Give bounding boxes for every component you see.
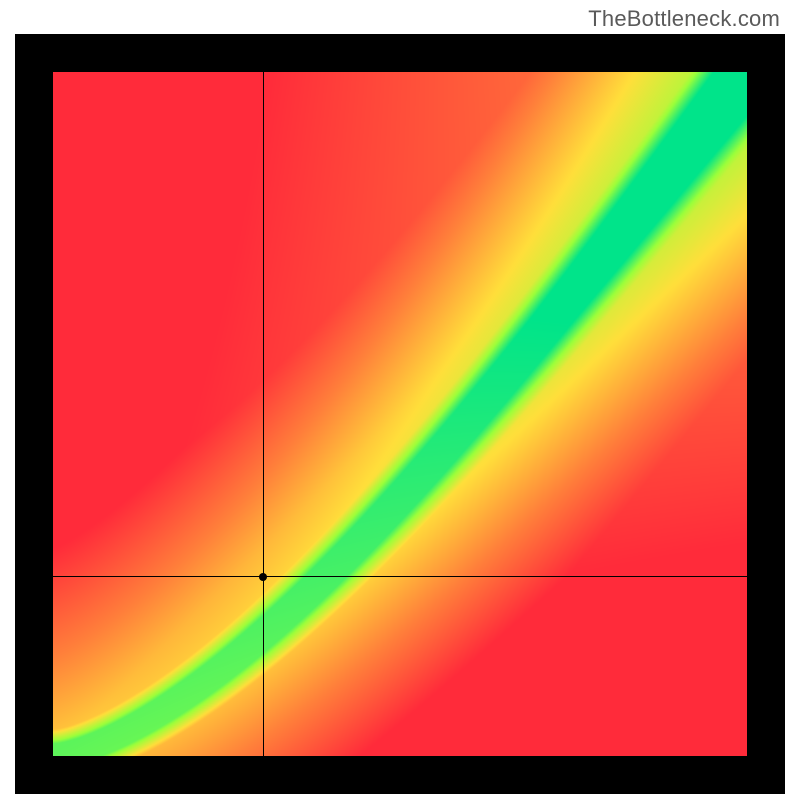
heatmap-canvas: [53, 72, 747, 756]
watermark-text: TheBottleneck.com: [588, 6, 780, 32]
heatmap-plot: [53, 72, 747, 756]
chart-container: TheBottleneck.com: [0, 0, 800, 800]
chart-outer-border: [15, 34, 785, 794]
crosshair-horizontal: [53, 576, 747, 577]
crosshair-vertical: [263, 72, 264, 756]
